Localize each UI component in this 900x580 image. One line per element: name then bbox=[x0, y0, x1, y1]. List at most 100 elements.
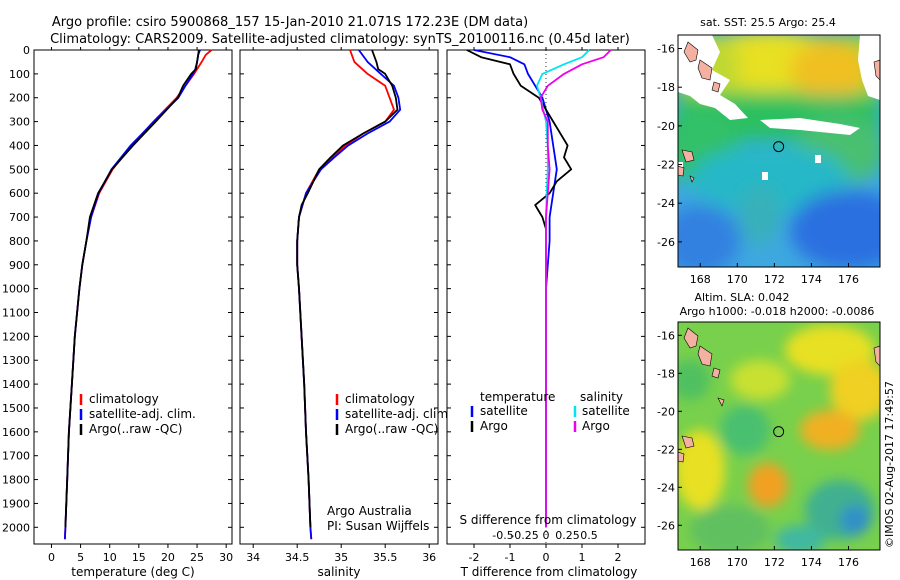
x-tick-label: 0 bbox=[48, 551, 55, 564]
salinity-annotation-1: Argo Australia bbox=[327, 504, 412, 518]
header-line1: Argo profile: csiro 5900868_157 15-Jan-2… bbox=[52, 15, 528, 30]
lat-tick-label: -20 bbox=[657, 405, 675, 418]
lon-tick-label: 170 bbox=[727, 556, 748, 569]
x-tick-label: 25 bbox=[190, 551, 204, 564]
imos-timestamp: ©IMOS 02-Aug-2017 17:49:57 bbox=[883, 381, 896, 548]
s-tick-label: -0.5 bbox=[492, 529, 513, 542]
series-line-t-satellite bbox=[473, 49, 558, 528]
lat-tick-label: -26 bbox=[657, 236, 675, 249]
s-tick-label: 0.5 bbox=[580, 529, 598, 542]
lat-tick-label: -18 bbox=[657, 367, 675, 380]
sla-map-subtitle: Argo h1000: -0.018 h2000: -0.0086 bbox=[680, 305, 875, 318]
lon-tick-label: 172 bbox=[764, 273, 785, 286]
sla-map-title: Altim. SLA: 0.042 bbox=[694, 291, 789, 304]
x-tick-label: 30 bbox=[219, 551, 233, 564]
x-tick-label: 20 bbox=[161, 551, 175, 564]
lat-tick-label: -24 bbox=[657, 197, 675, 210]
depth-tick-label: 1400 bbox=[2, 378, 30, 391]
x-tick-label: 1 bbox=[579, 551, 586, 564]
depth-tick-label: 500 bbox=[9, 163, 30, 176]
depth-tick-label: 600 bbox=[9, 187, 30, 200]
lat-tick-label: -22 bbox=[657, 159, 675, 172]
lat-tick-label: -26 bbox=[657, 519, 675, 532]
legend-label: satellite bbox=[480, 404, 528, 418]
s-tick-label: 0.25 bbox=[555, 529, 580, 542]
x-tick-label: 35.5 bbox=[373, 551, 398, 564]
depth-tick-label: 200 bbox=[9, 92, 30, 105]
lon-tick-label: 174 bbox=[801, 273, 822, 286]
legend-label: Argo bbox=[480, 419, 508, 433]
lon-tick-label: 172 bbox=[764, 556, 785, 569]
depth-tick-label: 2000 bbox=[2, 521, 30, 534]
depth-tick-label: 300 bbox=[9, 116, 30, 129]
x-tick-label: 34 bbox=[246, 551, 260, 564]
depth-tick-label: 1100 bbox=[2, 307, 30, 320]
legend-title-salinity: salinity bbox=[580, 390, 623, 404]
depth-tick-label: 0 bbox=[23, 44, 30, 57]
x-tick-label: 35 bbox=[334, 551, 348, 564]
series-line-argo-raw-qc bbox=[296, 49, 399, 528]
lat-tick-label: -22 bbox=[657, 443, 675, 456]
difference-panel: -2 -1 0 1 2 -0.5-0.25 0 0.25 0.5 temperature sal… bbox=[446, 47, 646, 579]
depth-tick-label: 1700 bbox=[2, 450, 30, 463]
legend-label: climatology bbox=[345, 392, 415, 406]
legend-label: satellite-adj. clim. bbox=[345, 407, 452, 421]
lat-tick-label: -16 bbox=[657, 43, 675, 56]
depth-tick-label: 900 bbox=[9, 259, 30, 272]
series-line-s-argo bbox=[539, 49, 612, 528]
x-tick-label: 10 bbox=[103, 551, 117, 564]
header-line2: Climatology: CARS2009. Satellite-adjuste… bbox=[50, 32, 630, 47]
temperature-panel: 0100200300400500600700800900100011001200… bbox=[2, 44, 233, 579]
salinity-panel: 34 34.5 35 35.5 36 climatologysatellite-adj.… bbox=[239, 47, 452, 579]
series-line-argo-raw-qc bbox=[64, 49, 200, 528]
x-tick-label: 2 bbox=[615, 551, 622, 564]
depth-tick-label: 100 bbox=[9, 68, 30, 81]
sst-map-title: sat. SST: 25.5 Argo: 25.4 bbox=[700, 16, 836, 29]
temperature-xlabel: temperature (deg C) bbox=[71, 565, 194, 579]
sst-map: sat. SST: 25.5 Argo: 25.4 bbox=[657, 16, 881, 286]
depth-tick-label: 1600 bbox=[2, 426, 30, 439]
depth-tick-label: 700 bbox=[9, 211, 30, 224]
x-tick-label: 0 bbox=[543, 551, 550, 564]
lon-tick-label: 170 bbox=[727, 273, 748, 286]
depth-tick-label: 1200 bbox=[2, 330, 30, 343]
depth-tick-label: 1300 bbox=[2, 354, 30, 367]
legend-label: Argo(..raw -QC) bbox=[345, 422, 438, 436]
x-tick-label: -2 bbox=[469, 551, 480, 564]
legend-label: Argo(..raw -QC) bbox=[89, 422, 182, 436]
x-tick-label: 5 bbox=[77, 551, 84, 564]
depth-tick-label: 1500 bbox=[2, 402, 30, 415]
lon-tick-label: 168 bbox=[690, 556, 711, 569]
lat-tick-label: -24 bbox=[657, 481, 675, 494]
argo-position-marker bbox=[773, 426, 785, 438]
difference-legend: temperature salinitysatelliteArgosatellit… bbox=[470, 390, 630, 433]
x-tick-label: 36 bbox=[422, 551, 436, 564]
t-difference-xlabel: T difference from climatology bbox=[460, 565, 638, 579]
lon-tick-label: 176 bbox=[838, 556, 859, 569]
legend-label: Argo bbox=[582, 419, 610, 433]
s-difference-label: S difference from climatology bbox=[460, 513, 637, 527]
legend-title-temperature: temperature bbox=[480, 390, 555, 404]
depth-tick-label: 1000 bbox=[2, 283, 30, 296]
argo-position-marker bbox=[773, 141, 785, 153]
x-tick-label: 15 bbox=[132, 551, 146, 564]
x-tick-label: -1 bbox=[505, 551, 516, 564]
lon-tick-label: 174 bbox=[801, 556, 822, 569]
depth-tick-label: 1900 bbox=[2, 497, 30, 510]
depth-tick-label: 1800 bbox=[2, 474, 30, 487]
lat-tick-label: -16 bbox=[657, 329, 675, 342]
salinity-xlabel: salinity bbox=[317, 565, 360, 579]
legend-label: satellite-adj. clim. bbox=[89, 407, 196, 421]
lon-tick-label: 168 bbox=[690, 273, 711, 286]
lon-tick-label: 176 bbox=[838, 273, 859, 286]
lat-tick-label: -20 bbox=[657, 120, 675, 133]
s-tick-label: 0 bbox=[543, 529, 550, 542]
legend-label: climatology bbox=[89, 392, 159, 406]
sla-map: Altim. SLA: 0.042 Argo h1000: -0.018 h20… bbox=[657, 291, 881, 569]
x-tick-label: 34.5 bbox=[285, 551, 310, 564]
salinity-annotation-2: PI: Susan Wijffels bbox=[327, 519, 429, 533]
depth-tick-label: 400 bbox=[9, 139, 30, 152]
